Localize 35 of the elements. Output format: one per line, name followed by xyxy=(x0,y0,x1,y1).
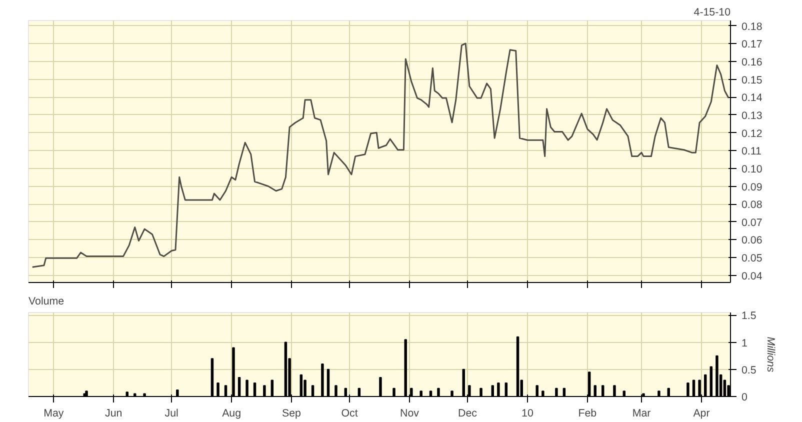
y-tick-label: 0.05 xyxy=(742,252,762,265)
x-tick-label: May xyxy=(44,408,64,420)
y-tick-label: 0.17 xyxy=(742,38,762,51)
x-tick-label: Sep xyxy=(282,408,302,420)
y-tick-label: 0.06 xyxy=(742,234,762,247)
y-tick-label: 0 xyxy=(742,392,748,404)
y-tick-label: 0.09 xyxy=(742,181,762,194)
x-tick-label: Feb xyxy=(578,408,597,420)
y-tick-label: 0.11 xyxy=(742,146,762,158)
y-tick-label: 0.07 xyxy=(742,216,762,229)
y-tick-label: 0.18 xyxy=(742,20,762,33)
x-tick-label: Aug xyxy=(222,408,242,420)
x-tick-label: Oct xyxy=(341,408,358,420)
chart-title: Volume xyxy=(28,296,64,308)
y-tick-label: 0.14 xyxy=(742,92,762,104)
x-tick-label: Mar xyxy=(632,408,652,420)
x-tick-label: Jul xyxy=(164,408,178,420)
y-tick-label: 0.04 xyxy=(742,270,762,282)
y-tick-label: 0.10 xyxy=(742,163,762,176)
x-tick-label: 10 xyxy=(522,408,534,420)
x-tick-label: Jun xyxy=(105,408,122,420)
y-tick-label: 0.12 xyxy=(742,128,762,140)
x-tick-label: Nov xyxy=(400,408,420,420)
y-tick-label: 0.15 xyxy=(742,74,762,86)
y-tick-label: 0.08 xyxy=(742,199,762,212)
y-tick-label: 1.5 xyxy=(742,310,756,322)
y-axis-title: Millions xyxy=(764,336,776,373)
y-tick-label: 0.16 xyxy=(742,56,762,68)
text: 4-15-10 xyxy=(694,6,731,18)
y-tick-label: 0.5 xyxy=(742,364,756,376)
y-tick-label: 1 xyxy=(742,337,748,350)
y-tick-label: 0.13 xyxy=(742,110,762,122)
x-tick-label: Apr xyxy=(693,408,710,420)
x-tick-label: Dec xyxy=(458,408,478,420)
line-series xyxy=(32,42,730,268)
